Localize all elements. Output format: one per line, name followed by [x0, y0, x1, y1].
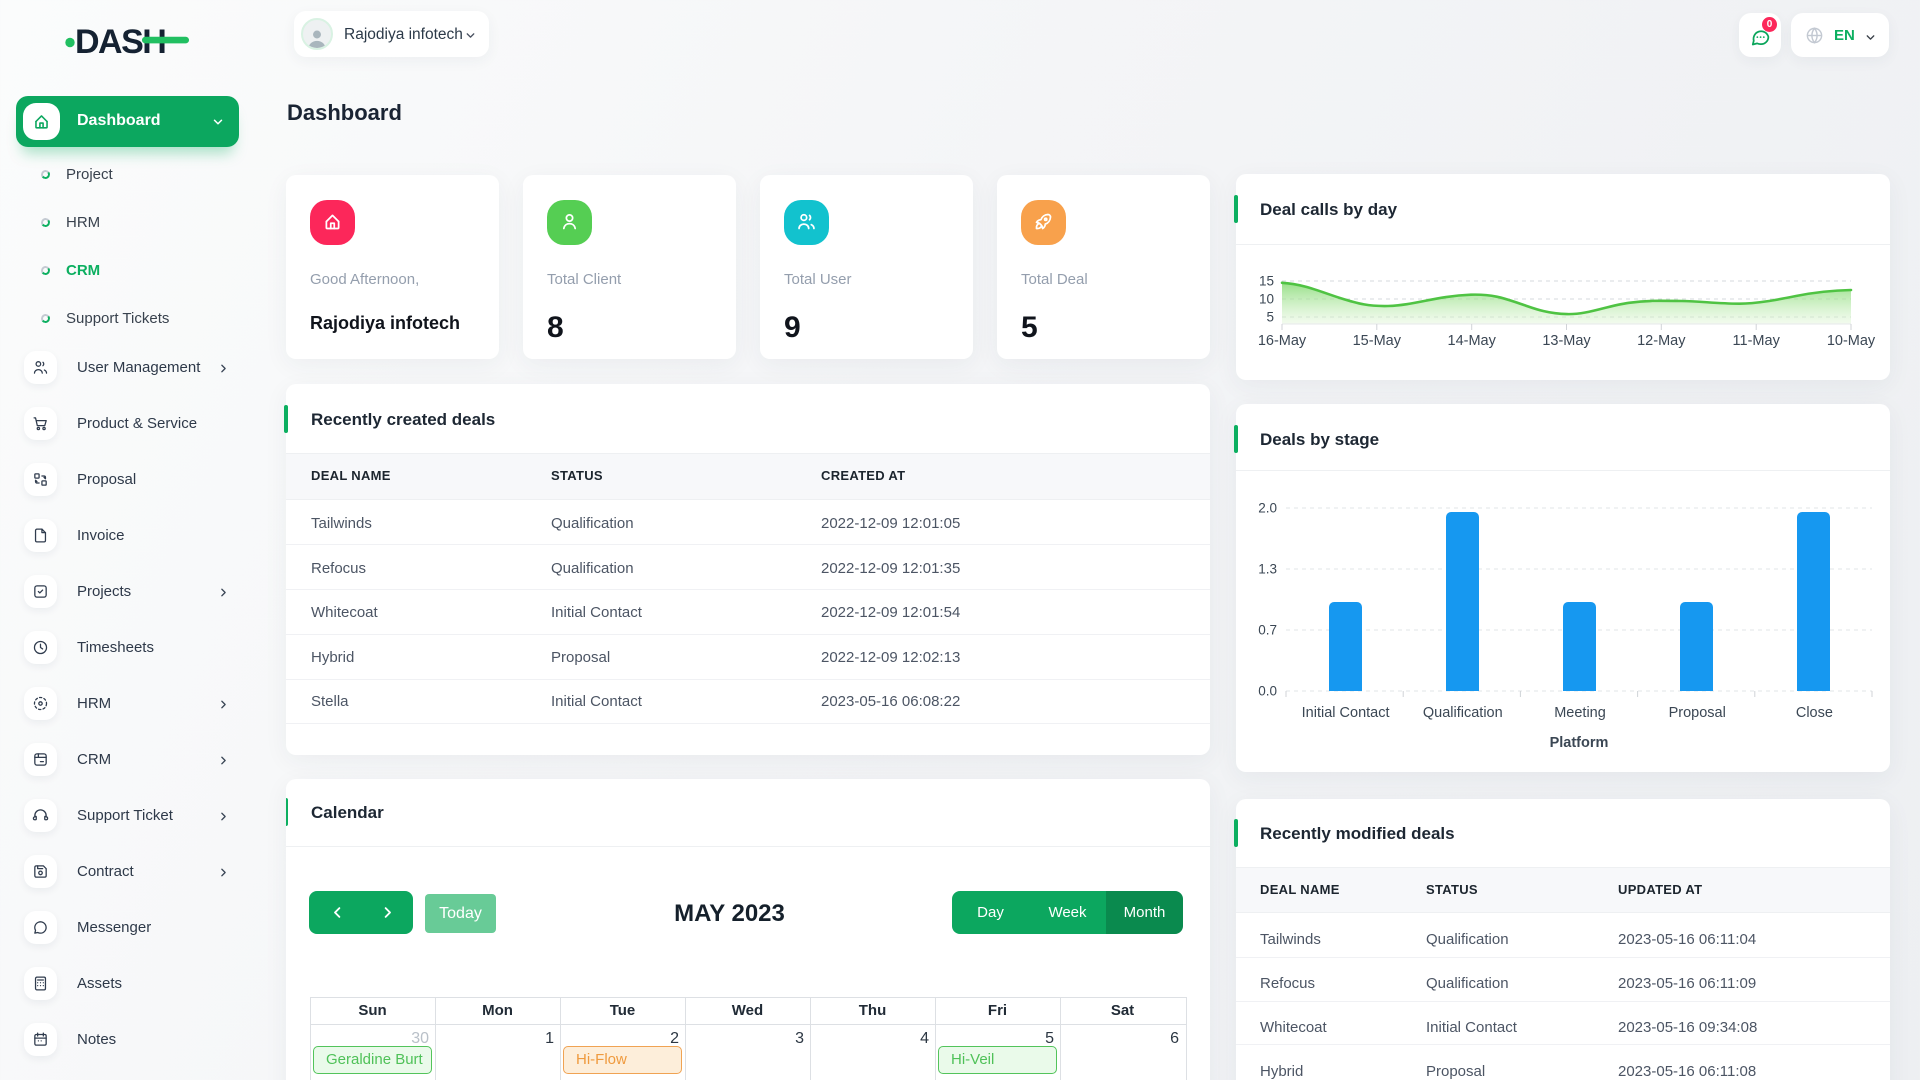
svg-text:14-May: 14-May — [1448, 333, 1497, 349]
svg-text:16-May: 16-May — [1258, 333, 1307, 349]
svg-text:Meeting: Meeting — [1554, 705, 1606, 721]
svg-text:2.0: 2.0 — [1258, 501, 1277, 516]
svg-text:Platform: Platform — [1550, 735, 1609, 751]
svg-text:Proposal: Proposal — [1669, 705, 1726, 721]
svg-text:13-May: 13-May — [1542, 333, 1591, 349]
svg-text:1.3: 1.3 — [1258, 562, 1277, 577]
svg-text:15: 15 — [1259, 274, 1274, 289]
svg-text:Close: Close — [1796, 705, 1833, 721]
svg-text:10: 10 — [1259, 292, 1274, 307]
svg-text:5: 5 — [1266, 310, 1274, 325]
svg-text:Initial Contact: Initial Contact — [1302, 705, 1390, 721]
svg-text:10-May: 10-May — [1827, 333, 1876, 349]
svg-text:0.0: 0.0 — [1258, 684, 1277, 699]
svg-text:11-May: 11-May — [1733, 333, 1781, 349]
svg-text:15-May: 15-May — [1353, 333, 1402, 349]
svg-text:0.7: 0.7 — [1258, 623, 1277, 638]
svg-text:12-May: 12-May — [1637, 333, 1686, 349]
svg-text:Qualification: Qualification — [1423, 705, 1503, 721]
